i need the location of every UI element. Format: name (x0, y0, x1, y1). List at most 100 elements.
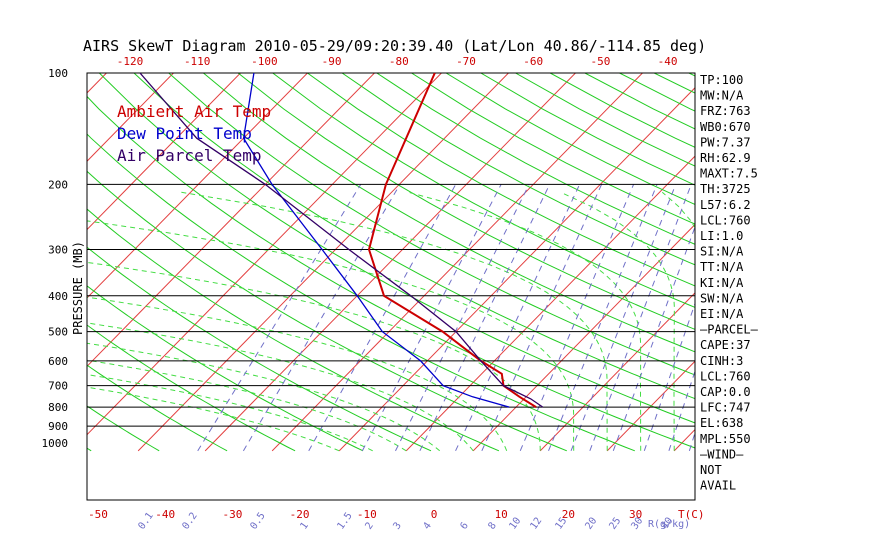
mixing-ratio-line (612, 225, 695, 452)
background-grid (0, 73, 870, 452)
mixing-ratio-tick: 1.5 (335, 511, 354, 532)
index-entry: TP:100 (700, 73, 743, 87)
index-entry: SI:N/A (700, 245, 744, 259)
index-entry: LI:1.0 (700, 229, 743, 243)
index-entry: L57:6.2 (700, 198, 751, 212)
bottom-temp-unit: T(C) (678, 508, 705, 521)
isobar-lines (86, 72, 696, 501)
mixing-ratio-line (308, 184, 457, 452)
dry-adiabat-line (793, 73, 870, 451)
top-temp-tick: -110 (184, 55, 211, 68)
index-entry: EI:N/A (700, 307, 744, 321)
legend-entry: Dew Point Temp (117, 124, 252, 143)
top-temp-tick: -70 (456, 55, 476, 68)
mixing-ratio-line (361, 184, 502, 452)
index-entry: MPL:550 (700, 432, 751, 446)
index-entry: CAPE:37 (700, 338, 751, 352)
index-entry: WB0:670 (700, 120, 751, 134)
isotherm-line (338, 87, 695, 452)
bottom-temp-tick: 30 (629, 508, 642, 521)
dry-adiabat-line (480, 73, 695, 186)
dry-adiabat-line (376, 73, 695, 245)
dry-adiabat-line (87, 246, 432, 452)
index-entry: PW:7.37 (700, 135, 751, 149)
mixing-ratio-unit: R(g/kg) (648, 519, 690, 530)
bottom-temp-tick: -50 (88, 508, 108, 521)
series-line (367, 73, 537, 408)
mixing-ratio-line (519, 184, 635, 452)
dry-adiabat-line (168, 73, 695, 376)
isotherm-line (0, 73, 39, 451)
mixing-ratio-tick: 0.1 (136, 511, 155, 532)
mixing-ratio-line (395, 184, 530, 452)
pressure-tick-label: 600 (48, 355, 68, 368)
isotherm-line (87, 73, 107, 94)
index-entry: FRZ:763 (700, 104, 751, 118)
dry-adiabat-line (203, 73, 695, 353)
dry-adiabat-line (653, 73, 695, 94)
mixing-ratio-tick: 6 (458, 520, 470, 531)
mixing-ratio-ticks: 0.1 0.2 0.5 1 1.5 2 3 4 6 8 10 12 15 20 25 30 40R(g/kg) (136, 511, 690, 532)
top-temp-tick: -40 (658, 55, 678, 68)
index-entry: LCL:760 (700, 213, 751, 227)
mixing-ratio-tick: 1 (298, 520, 310, 531)
plot-frame (86, 72, 696, 501)
pressure-tick-label: 400 (48, 290, 68, 303)
index-entry: —WIND— (700, 447, 744, 461)
dry-adiabat-line (515, 73, 695, 167)
index-entry: NOT (700, 463, 722, 477)
mixing-ratio-line (548, 184, 658, 452)
mixing-ratio-line (197, 184, 362, 452)
dry-adiabat-line (237, 73, 695, 330)
moist-adiabat-line (87, 296, 508, 451)
mixing-ratio-line (668, 369, 695, 451)
series-line (242, 73, 510, 408)
mixing-ratio-line (589, 184, 692, 452)
index-entry: LFC:747 (700, 401, 751, 415)
index-entry: MW:N/A (700, 89, 744, 103)
index-entry: CINH:3 (700, 354, 743, 368)
pressure-tick-labels: 100 200 300 400 500 600 700 800 900 1000 (42, 67, 69, 450)
mixing-ratio-line (419, 184, 551, 452)
bottom-temperature-ticks: -50 -40 -30 -20 -10 0 10 20 30 T(C) (88, 508, 704, 521)
legend-entry: Ambient Air Temp (117, 102, 271, 121)
index-entry: CAP:0.0 (700, 385, 751, 399)
top-temp-tick: -100 (251, 55, 278, 68)
top-temp-tick: -50 (590, 55, 610, 68)
index-entry: RH:62.9 (700, 151, 751, 165)
isotherm-line (539, 292, 695, 452)
mixing-ratio-tick: 0.5 (248, 511, 267, 532)
isotherm-line (741, 73, 870, 451)
isotherm-line (87, 73, 308, 299)
top-temp-tick: -80 (389, 55, 409, 68)
isotherm-line (808, 73, 870, 451)
mixing-ratio-tick: 2 (363, 520, 375, 531)
bottom-temp-tick: 10 (495, 508, 508, 521)
index-entry: —PARCEL— (700, 323, 759, 337)
dry-adiabat-line (98, 73, 695, 424)
moist-adiabat-line (560, 191, 675, 451)
dry-adiabat-line (87, 364, 228, 452)
bottom-temp-tick: -30 (222, 508, 242, 521)
isotherm-line (87, 73, 241, 231)
dry-adiabat-line (87, 170, 567, 452)
dry-adiabat-line (87, 324, 296, 452)
index-entry: SW:N/A (700, 291, 744, 305)
mixing-ratio-tick: 25 (607, 516, 623, 532)
top-temp-tick: -120 (117, 55, 144, 68)
mixing-ratio-tick: 4 (421, 520, 433, 531)
mixing-ratio-line (570, 184, 677, 452)
pressure-tick-label: 200 (48, 178, 68, 191)
pressure-tick-label: 800 (48, 401, 68, 414)
legend: Ambient Air Temp Dew Point Temp Air Parcel… (117, 102, 271, 165)
pressure-tick-label: 300 (48, 244, 68, 257)
dry-adiabat-line (758, 73, 870, 451)
mixing-ratio-tick: 10 (507, 516, 523, 532)
index-entry: KI:N/A (700, 276, 744, 290)
pressure-tick-label: 500 (48, 326, 68, 339)
isotherm-line (472, 223, 695, 452)
pressure-tick-label: 1000 (42, 437, 69, 450)
dry-adiabat-line (87, 133, 635, 452)
